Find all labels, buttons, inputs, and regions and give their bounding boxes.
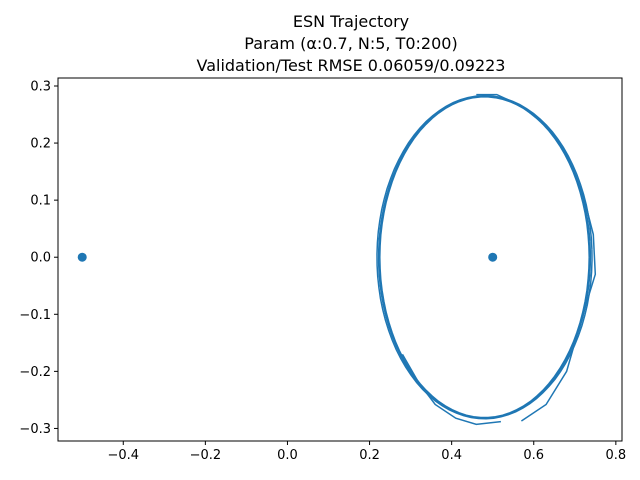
x-tick-label: −0.4 xyxy=(107,448,139,463)
points-group xyxy=(77,252,498,262)
trajectory-outer-excursion xyxy=(476,93,597,422)
x-tick-label: 0.0 xyxy=(277,448,298,463)
y-tick-label: −0.1 xyxy=(19,308,51,323)
y-tick-label: −0.3 xyxy=(19,422,51,437)
axes-frame xyxy=(57,77,623,442)
y-tick-label: 0.1 xyxy=(30,194,51,209)
trajectory-group xyxy=(376,93,597,426)
scatter-point xyxy=(488,252,498,262)
y-tick-label: 0.2 xyxy=(30,137,51,152)
y-tick-label: 0.3 xyxy=(30,79,51,94)
y-tick-label: 0.0 xyxy=(30,251,51,266)
axis-ticks: −0.4 −0.2 0.0 0.2 0.4 0.6 0.8 −0.3 −0.2 −0.1 0.0 0.… xyxy=(19,79,626,463)
chart-title-line-3: Validation/Test RMSE 0.06059/0.09223 xyxy=(196,56,506,75)
x-tick-label: −0.2 xyxy=(190,448,222,463)
x-tick-label: 0.4 xyxy=(441,448,462,463)
x-tick-label: 0.8 xyxy=(605,448,626,463)
scatter-point xyxy=(77,252,87,262)
chart-title-line-2: Param (α:0.7, N:5, T0:200) xyxy=(244,34,458,53)
y-tick-label: −0.2 xyxy=(19,365,51,380)
trajectory-loop xyxy=(376,94,593,420)
x-tick-label: 0.6 xyxy=(523,448,544,463)
x-tick-label: 0.2 xyxy=(359,448,380,463)
chart-title-line-1: ESN Trajectory xyxy=(292,12,410,31)
trajectory-inner-tail xyxy=(401,353,501,426)
